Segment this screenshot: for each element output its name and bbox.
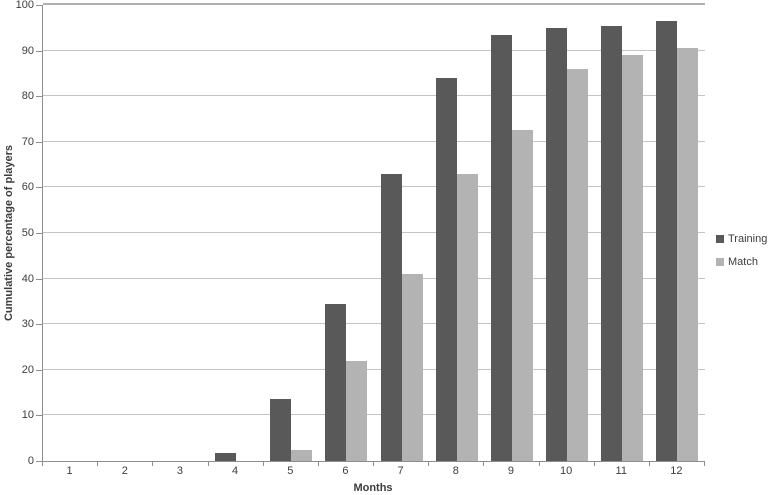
bar-match-month-8	[456, 173, 478, 461]
bar-match-month-5	[291, 450, 313, 461]
y-tick-0	[36, 461, 42, 462]
gridline-40	[43, 277, 705, 279]
y-tick-50	[36, 233, 42, 234]
x-axis-tick-labels: 1 2 3 4 5 6 7 8 9 10 11 12	[0, 465, 768, 479]
y-tick-label-40: 40	[21, 272, 34, 285]
gridline-70	[43, 140, 705, 142]
y-tick-10	[36, 415, 42, 417]
legend-item-match: Match	[716, 256, 767, 268]
legend: Training Match	[716, 233, 767, 279]
x-tick-6	[373, 462, 374, 466]
gridline-10	[43, 414, 705, 416]
y-tick-label-90: 90	[21, 44, 34, 57]
x-axis-title: Months	[353, 482, 393, 494]
bar-training-month-5	[270, 399, 292, 461]
bar-training-month-7	[380, 173, 402, 461]
bar-match-month-11	[622, 55, 644, 461]
bar-match-month-12	[677, 48, 699, 461]
y-tick-label-10: 10	[21, 409, 34, 422]
x-tick-label-4: 4	[232, 465, 239, 477]
legend-label-training: Training	[728, 233, 768, 245]
x-tick-10	[593, 462, 595, 466]
x-tick-label-5: 5	[287, 465, 294, 477]
y-tick-label-50: 50	[21, 227, 34, 239]
x-tick-8	[483, 462, 485, 466]
y-tick-label-20: 20	[21, 363, 34, 376]
gridline-60	[43, 186, 705, 188]
gridline-90	[43, 49, 705, 51]
gridline-100	[43, 3, 705, 5]
x-tick-label-10: 10	[559, 465, 573, 477]
y-tick-100	[36, 5, 42, 6]
x-tick-label-11: 11	[615, 465, 627, 477]
x-tick-11	[648, 462, 650, 466]
x-tick-0	[42, 462, 43, 466]
legend-swatch-training-icon	[716, 235, 724, 243]
bar-training-month-6	[325, 303, 347, 461]
y-tick-label-80: 80	[21, 90, 34, 103]
bar-match-month-7	[401, 274, 423, 461]
gridline-20	[43, 368, 705, 370]
x-tick-label-7: 7	[397, 465, 404, 477]
x-tick-4	[262, 462, 264, 466]
y-tick-label-30: 30	[21, 318, 34, 331]
y-tick-60	[36, 187, 42, 189]
gridline-80	[43, 95, 705, 97]
plot-area	[42, 3, 705, 462]
y-tick-label-0: 0	[27, 455, 34, 467]
bar-training-month-9	[490, 34, 512, 461]
x-tick-5	[317, 462, 319, 466]
bar-training-month-12	[656, 20, 678, 461]
x-tick-label-8: 8	[452, 465, 459, 477]
x-tick-label-9: 9	[507, 465, 514, 477]
x-tick-7	[428, 462, 430, 466]
x-tick-label-1: 1	[66, 465, 73, 477]
y-tick-30	[36, 324, 42, 326]
x-tick-3	[207, 462, 209, 466]
x-tick-12	[704, 462, 705, 466]
legend-item-training: Training	[716, 233, 767, 245]
x-tick-9	[538, 462, 540, 466]
x-tick-2	[152, 462, 154, 466]
gridline-30	[43, 323, 705, 325]
x-tick-label-12: 12	[670, 465, 683, 477]
y-tick-80	[36, 96, 42, 98]
bar-match-month-6	[346, 360, 368, 461]
y-tick-label-60: 60	[21, 181, 34, 194]
x-tick-1	[97, 462, 99, 466]
gridline-50	[43, 232, 705, 233]
bar-match-month-10	[567, 68, 589, 461]
y-tick-label-100: 100	[15, 0, 34, 11]
x-tick-label-6: 6	[342, 465, 349, 477]
y-tick-90	[36, 50, 42, 52]
x-tick-label-2: 2	[121, 465, 128, 477]
x-tick-label-3: 3	[176, 465, 183, 477]
bar-training-month-4	[215, 453, 237, 461]
legend-label-match: Match	[728, 256, 758, 268]
bar-training-month-11	[601, 25, 623, 461]
y-tick-70	[36, 141, 42, 143]
bar-training-month-10	[546, 27, 568, 461]
bar-match-month-9	[511, 130, 533, 461]
y-axis-tick-labels: 0 10 20 30 40 50 60 70 80 90 100	[0, 0, 34, 495]
legend-swatch-match-icon	[716, 258, 724, 266]
y-tick-label-70: 70	[21, 135, 34, 148]
bar-training-month-8	[435, 77, 457, 461]
y-tick-40	[36, 278, 42, 280]
y-tick-20	[36, 369, 42, 371]
